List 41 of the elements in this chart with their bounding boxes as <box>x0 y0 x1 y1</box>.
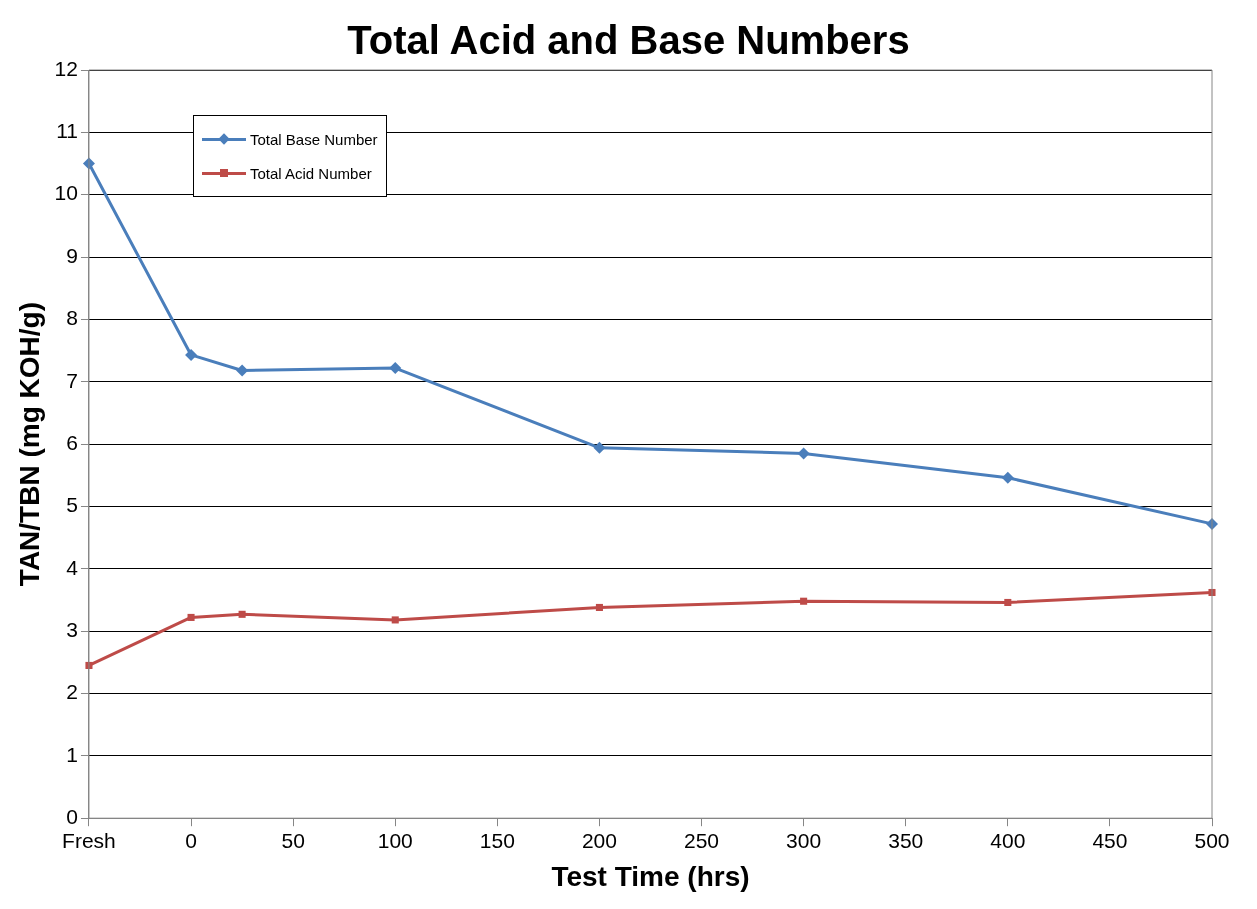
y-tick-label: 10 <box>54 181 78 205</box>
y-tick-label: 11 <box>56 119 78 143</box>
y-tick-label: 9 <box>66 243 78 267</box>
point <box>389 362 402 375</box>
y-tick-label: 6 <box>66 430 78 454</box>
point <box>800 597 808 605</box>
point <box>185 348 198 361</box>
x-tick-label: 500 <box>1194 828 1230 852</box>
x-tick-label: 200 <box>581 828 617 852</box>
x-tick-label: 150 <box>479 828 515 852</box>
chart-title: Total Acid and Base Numbers <box>347 18 910 62</box>
point <box>593 441 606 454</box>
point <box>391 616 399 624</box>
point <box>797 447 810 460</box>
y-tick-label: 2 <box>66 680 78 704</box>
y-tick-label: 8 <box>66 306 78 330</box>
x-tick-label: 450 <box>1092 828 1128 852</box>
point <box>595 603 603 611</box>
y-tick-label: 12 <box>54 56 78 80</box>
legend-label: Total Acid Number <box>250 164 372 182</box>
x-tick-label: 350 <box>888 828 924 852</box>
point <box>1001 471 1014 484</box>
y-tick-label: 1 <box>66 742 78 766</box>
y-axis-title: TAN/TBN (mg KOH/g) <box>13 302 45 587</box>
legend-label: Total Base Number <box>250 130 378 148</box>
x-tick-label: 250 <box>684 828 720 852</box>
y-tick-label: 3 <box>66 617 78 641</box>
y-tick-label: 4 <box>66 555 79 579</box>
point <box>1004 598 1012 607</box>
x-tick-label: 400 <box>990 828 1026 852</box>
x-tick-label: Fresh <box>62 828 116 852</box>
point <box>238 610 246 618</box>
x-tick-label: 50 <box>281 828 305 852</box>
y-tick-label: 5 <box>66 493 78 517</box>
x-tick-label: 0 <box>185 828 197 852</box>
x-tick-label: 100 <box>377 828 413 852</box>
point <box>187 613 195 621</box>
x-axis-title: Test Time (hrs) <box>551 860 750 892</box>
y-tick-label: 0 <box>66 805 78 828</box>
x-tick-label: 300 <box>786 828 822 852</box>
y-tick-label: 7 <box>66 368 78 392</box>
